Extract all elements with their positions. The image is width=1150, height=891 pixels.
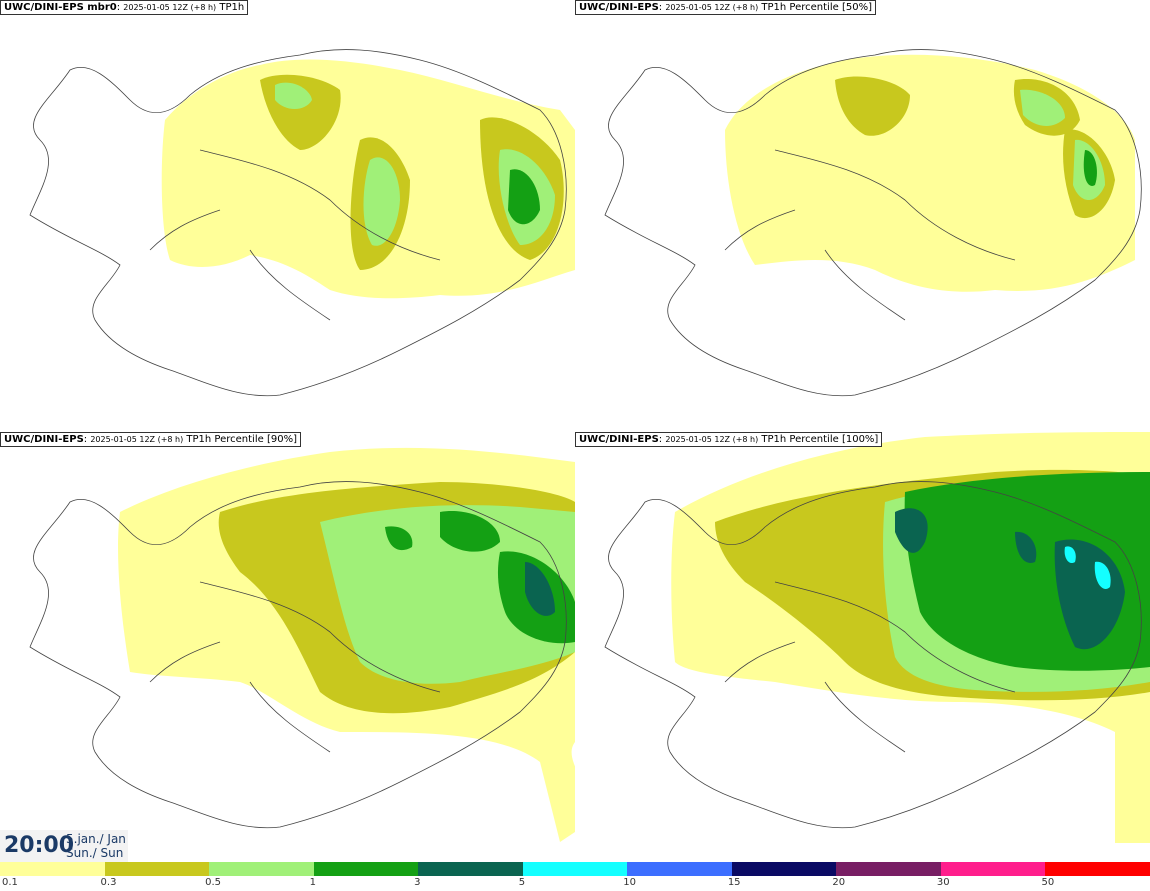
color-scale-tick-label: 3	[414, 877, 421, 888]
color-scale-tick-label: 0.5	[205, 877, 221, 888]
precip-lightgreen-layer	[320, 505, 575, 684]
color-scale-tick-label: 0.3	[100, 877, 117, 888]
color-scale-tick-label: 5	[518, 877, 526, 888]
field-label: TP1h Percentile [50%]	[761, 2, 872, 13]
color-scale-cell	[313, 862, 419, 876]
field-label: TP1h	[219, 2, 245, 13]
coastline	[29, 481, 567, 829]
date-line-1: 5.jan./ Jan	[66, 832, 126, 846]
color-scale-cell	[104, 862, 210, 876]
model-label: UWC/DINI-EPS	[4, 434, 84, 445]
model-label: UWC/DINI-EPS	[579, 434, 659, 445]
color-scale-cell	[209, 862, 314, 876]
precip-darkgreen-layer	[895, 508, 1125, 650]
color-scale-bar	[0, 862, 1150, 876]
color-scale-cell	[1045, 862, 1150, 876]
run-meta: 2025-01-05 12Z (+8 h)	[123, 3, 217, 12]
precip-cyan-layer	[1064, 546, 1111, 590]
precip-green-layer	[508, 169, 540, 225]
color-scale-tick-label: 15	[727, 877, 741, 888]
coastline	[29, 49, 567, 397]
panel-title: UWC/DINI-EPS: 2025-01-05 12Z (+8 h) TP1h…	[575, 0, 876, 15]
map-panel-p50: UWC/DINI-EPS: 2025-01-05 12Z (+8 h) TP1h…	[575, 0, 1150, 411]
precip-map	[604, 49, 1142, 397]
color-scale-tick-label: 10	[623, 877, 636, 888]
coastline	[604, 49, 1142, 397]
map-panel-member0: UWC/DINI-EPS mbr0: 2025-01-05 12Z (+8 h)…	[0, 0, 575, 411]
precip-darkgreen-layer	[525, 562, 555, 616]
run-meta: 2025-01-05 12Z (+8 h)	[90, 435, 184, 444]
run-meta: 2025-01-05 12Z (+8 h)	[665, 435, 759, 444]
color-scale-cell	[627, 862, 732, 876]
color-scale-tick-label: 20	[832, 877, 846, 888]
model-label: UWC/DINI-EPS mbr0	[4, 2, 117, 13]
valid-time-box: 20:00 5.jan./ Jan Sun./ Sun	[0, 830, 128, 862]
map-panel-p90: UWC/DINI-EPS: 2025-01-05 12Z (+8 h) TP1h…	[0, 432, 575, 843]
map-panel-p100: UWC/DINI-EPS: 2025-01-05 12Z (+8 h) TP1h…	[575, 432, 1150, 843]
color-scale-tick-label: 0.1	[2, 877, 18, 888]
model-label: UWC/DINI-EPS	[579, 2, 659, 13]
color-scale-cell	[522, 862, 628, 876]
color-scale-tick-label: 50	[1041, 877, 1055, 888]
valid-time: 20:00	[4, 833, 75, 858]
color-scale-cell	[418, 862, 523, 876]
panel-title: UWC/DINI-EPS: 2025-01-05 12Z (+8 h) TP1h…	[575, 432, 883, 447]
color-scale-ticks: 0.1 0.3 0.5 1 3 5 10 15 20 30 50	[0, 877, 1150, 889]
color-scale-cell	[836, 862, 941, 876]
field-label: TP1h Percentile [90%]	[186, 434, 297, 445]
color-scale-tick-label: 1	[309, 877, 316, 888]
precip-map	[29, 49, 575, 397]
panel-title: UWC/DINI-EPS mbr0: 2025-01-05 12Z (+8 h)…	[0, 0, 249, 15]
valid-date: 5.jan./ Jan Sun./ Sun	[66, 832, 126, 860]
field-label: TP1h Percentile [100%]	[761, 434, 879, 445]
precip-green-layer	[1083, 150, 1097, 186]
precip-map	[604, 432, 1150, 843]
precip-map	[29, 447, 575, 842]
panel-title: UWC/DINI-EPS: 2025-01-05 12Z (+8 h) TP1h…	[0, 432, 301, 447]
run-meta: 2025-01-05 12Z (+8 h)	[665, 3, 759, 12]
color-scale-cell	[940, 862, 1046, 876]
color-scale-cell	[731, 862, 837, 876]
color-scale-tick-label: 30	[936, 877, 950, 888]
date-line-2: Sun./ Sun	[66, 846, 124, 860]
coastline	[604, 481, 1142, 829]
color-scale-cell	[0, 862, 105, 876]
